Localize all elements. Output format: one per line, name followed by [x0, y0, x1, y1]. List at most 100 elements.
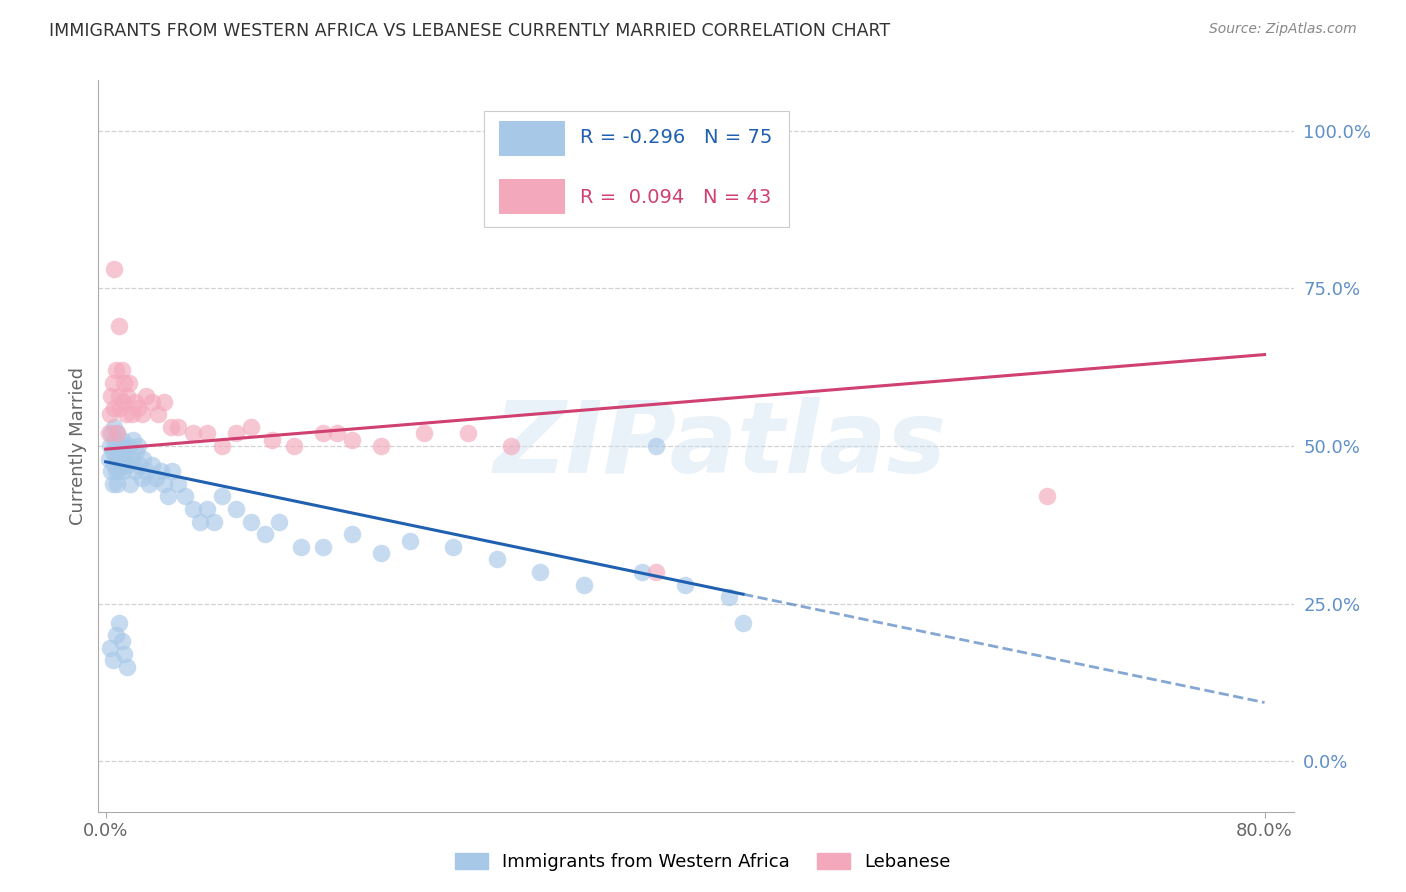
Point	[370, 546, 392, 560]
Point	[103, 262, 125, 277]
Point	[97, 426, 120, 441]
Point	[211, 439, 233, 453]
Point	[181, 426, 204, 441]
Point	[115, 445, 138, 459]
Point	[105, 426, 128, 441]
Point	[103, 458, 125, 472]
Point	[105, 476, 128, 491]
Point	[269, 515, 291, 529]
Point	[117, 458, 139, 472]
Point	[312, 426, 335, 441]
Point	[100, 464, 122, 478]
Point	[156, 490, 179, 504]
Point	[110, 451, 132, 466]
Point	[104, 628, 127, 642]
Point	[110, 634, 132, 648]
Point	[117, 659, 139, 673]
Point	[97, 451, 120, 466]
Point	[104, 464, 127, 478]
Point	[673, 578, 696, 592]
Point	[413, 426, 436, 441]
Point	[131, 470, 153, 484]
Point	[645, 439, 668, 453]
Point	[112, 439, 135, 453]
Point	[1036, 490, 1059, 504]
Point	[100, 426, 122, 441]
Point	[167, 476, 190, 491]
Point	[125, 445, 148, 459]
Point	[101, 376, 124, 390]
Point	[225, 426, 247, 441]
Point	[149, 464, 172, 478]
Point	[108, 458, 131, 472]
Point	[135, 388, 157, 402]
Point	[98, 439, 121, 453]
Point	[399, 533, 422, 548]
Point	[370, 439, 392, 453]
Point	[100, 388, 122, 402]
Point	[104, 363, 127, 377]
Point	[101, 476, 124, 491]
Point	[312, 540, 335, 554]
Point	[131, 408, 153, 422]
Point	[124, 395, 146, 409]
Point	[141, 458, 163, 472]
Point	[101, 653, 124, 667]
Text: Source: ZipAtlas.com: Source: ZipAtlas.com	[1209, 22, 1357, 37]
Point	[239, 515, 262, 529]
Point	[225, 502, 247, 516]
Point	[110, 363, 132, 377]
Point	[167, 420, 190, 434]
Point	[98, 640, 121, 655]
Text: ZIPatlas: ZIPatlas	[494, 398, 946, 494]
Point	[572, 578, 595, 592]
Point	[118, 376, 141, 390]
Point	[98, 408, 121, 422]
Point	[340, 527, 363, 541]
Point	[112, 395, 135, 409]
Point	[152, 476, 174, 491]
Point	[181, 502, 204, 516]
Point	[121, 451, 143, 466]
Point	[146, 408, 169, 422]
Point	[107, 388, 129, 402]
Point	[195, 426, 218, 441]
Point	[211, 490, 233, 504]
Point	[731, 615, 754, 630]
Point	[121, 408, 143, 422]
Point	[114, 376, 136, 390]
Point	[501, 439, 523, 453]
Point	[107, 464, 129, 478]
Point	[326, 426, 349, 441]
Point	[174, 490, 197, 504]
Point	[290, 540, 312, 554]
Text: R = -0.296   N = 75: R = -0.296 N = 75	[581, 128, 772, 147]
Point	[122, 433, 145, 447]
Point	[441, 540, 464, 554]
Point	[485, 552, 508, 566]
Point	[107, 319, 129, 334]
Point	[529, 565, 551, 579]
Point	[253, 527, 276, 541]
Point	[101, 445, 124, 459]
Point	[127, 439, 149, 453]
Point	[128, 458, 150, 472]
Point	[162, 464, 184, 478]
Point	[107, 445, 129, 459]
Point	[717, 591, 740, 605]
Point	[188, 515, 211, 529]
Point	[107, 615, 129, 630]
Point	[117, 388, 139, 402]
Point	[110, 433, 132, 447]
Point	[132, 451, 155, 466]
Point	[160, 420, 183, 434]
Y-axis label: Currently Married: Currently Married	[69, 367, 87, 525]
Point	[124, 464, 146, 478]
Point	[104, 451, 127, 466]
Text: R =  0.094   N = 43: R = 0.094 N = 43	[581, 188, 772, 207]
FancyBboxPatch shape	[485, 111, 789, 227]
Point	[202, 515, 225, 529]
Point	[340, 433, 363, 447]
Point	[127, 401, 149, 416]
Point	[283, 439, 305, 453]
